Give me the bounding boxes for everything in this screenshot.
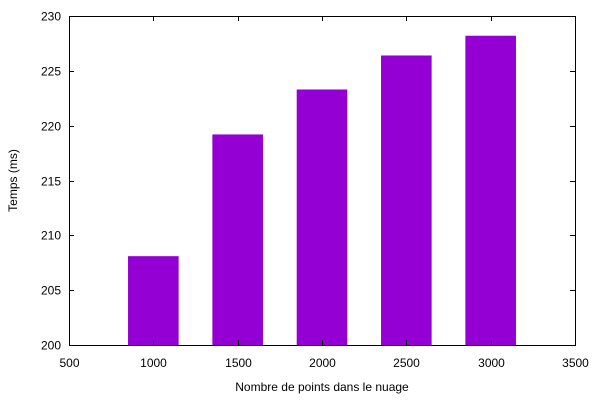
y-tick-label-220: 220 bbox=[41, 120, 61, 134]
x-tick-label-2500: 2500 bbox=[393, 356, 420, 370]
bar-3000 bbox=[465, 35, 516, 346]
x-tick-label-500: 500 bbox=[59, 356, 79, 370]
y-tick-label-200: 200 bbox=[41, 339, 61, 353]
x-tick-label-3500: 3500 bbox=[562, 356, 589, 370]
bar-1000 bbox=[128, 256, 179, 345]
y-tick-label-205: 205 bbox=[41, 284, 61, 298]
y-tick-label-210: 210 bbox=[41, 229, 61, 243]
bar-2000 bbox=[296, 89, 348, 345]
y-tick-label-225: 225 bbox=[41, 65, 61, 79]
x-tick-label-1500: 1500 bbox=[225, 356, 252, 370]
y-axis-label: Temps (ms) bbox=[6, 149, 20, 212]
x-tick-label-3000: 3000 bbox=[478, 356, 505, 370]
x-tick-label-2000: 2000 bbox=[309, 356, 336, 370]
y-tick-label-215: 215 bbox=[41, 175, 61, 189]
x-axis-label: Nombre de points dans le nuage bbox=[235, 380, 409, 394]
ticks-layer: 200 205 210 215 220 225 230 500 1000 1500 2000 2500… bbox=[41, 10, 589, 371]
bar-1500 bbox=[212, 134, 263, 345]
bar-2500 bbox=[381, 55, 432, 345]
bars-layer bbox=[128, 35, 516, 346]
y-tick-label-230: 230 bbox=[41, 10, 61, 24]
x-tick-label-1000: 1000 bbox=[140, 356, 167, 370]
